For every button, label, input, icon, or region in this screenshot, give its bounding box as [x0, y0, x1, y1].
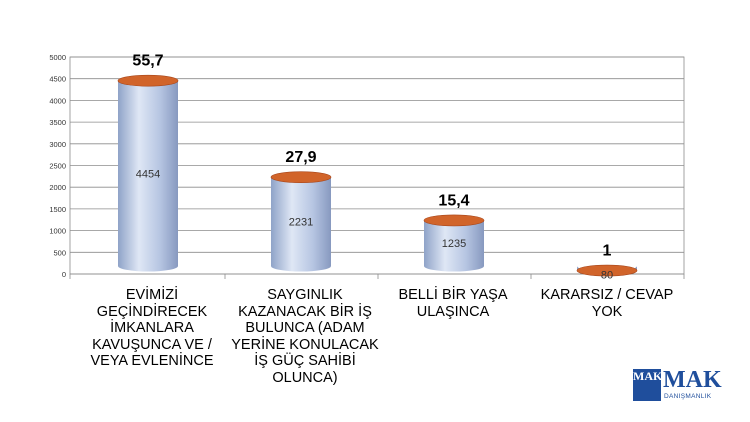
- logo-name: MAK: [663, 367, 722, 393]
- category-label-2: SAYGINLIK KAZANACAK BİR İŞ BULUNCA (ADAM…: [231, 287, 379, 386]
- logo-subtitle: DANIŞMANLIK: [664, 393, 712, 400]
- y-tick-label: 1500: [49, 205, 66, 214]
- bar-body: [424, 220, 484, 272]
- data-labels: 4454 55,7 2231 27,9 1235 15,4 80 1: [132, 53, 613, 282]
- y-tick-label: 5000: [49, 53, 66, 62]
- y-tick-label: 4500: [49, 75, 66, 84]
- bar-top: [576, 264, 638, 277]
- bar-value-label: 4454: [136, 168, 160, 180]
- bar-value-label: 80: [601, 270, 613, 282]
- chart-area: 0 500 1000 1500 2000 2500 3000 3500 4000 4500 5000…: [49, 53, 685, 282]
- bar-percent-label: 27,9: [285, 149, 316, 166]
- bar-body: [118, 80, 179, 272]
- y-tick-label: 500: [53, 248, 66, 257]
- bar: [117, 74, 179, 272]
- plot-frame: [69, 56, 685, 275]
- bar-top: [270, 171, 332, 183]
- bar: [423, 214, 485, 272]
- mak-logo: MAK MAK DANIŞMANLIK: [633, 367, 728, 403]
- bar-top: [117, 74, 179, 87]
- y-tick-label: 4000: [49, 96, 66, 105]
- bar: [576, 264, 638, 277]
- y-tick-label: 1000: [49, 227, 66, 236]
- y-tick-label: 2500: [49, 162, 66, 171]
- logo-mark: MAK: [633, 369, 663, 401]
- bar-body: [271, 177, 331, 272]
- category-label-4: KARARSIZ / CEVAP YOK: [540, 287, 674, 320]
- y-tick-label: 0: [62, 270, 66, 279]
- bar-top: [423, 214, 485, 227]
- bar-percent-label: 1: [603, 243, 612, 260]
- y-tick-label: 3500: [49, 118, 66, 127]
- logo-mark-text: MAK: [633, 369, 663, 383]
- y-tick-label: 2000: [49, 183, 66, 192]
- bars: [117, 74, 638, 277]
- y-axis: 0 500 1000 1500 2000 2500 3000 3500 4000 4500 5000: [49, 53, 66, 279]
- bar-value-label: 2231: [289, 217, 313, 229]
- bar-value-label: 1235: [442, 238, 466, 250]
- category-label-1: EVİMİZİ GEÇİNDİRECEK İMKANLARA KAVUŞUNCA…: [90, 287, 214, 369]
- y-tick-label: 3000: [49, 140, 66, 149]
- bar-percent-label: 15,4: [438, 192, 469, 209]
- bar-percent-label: 55,7: [132, 53, 163, 70]
- category-label-3: BELLİ BİR YAŞA ULAŞINCA: [398, 287, 508, 320]
- bar: [270, 171, 332, 272]
